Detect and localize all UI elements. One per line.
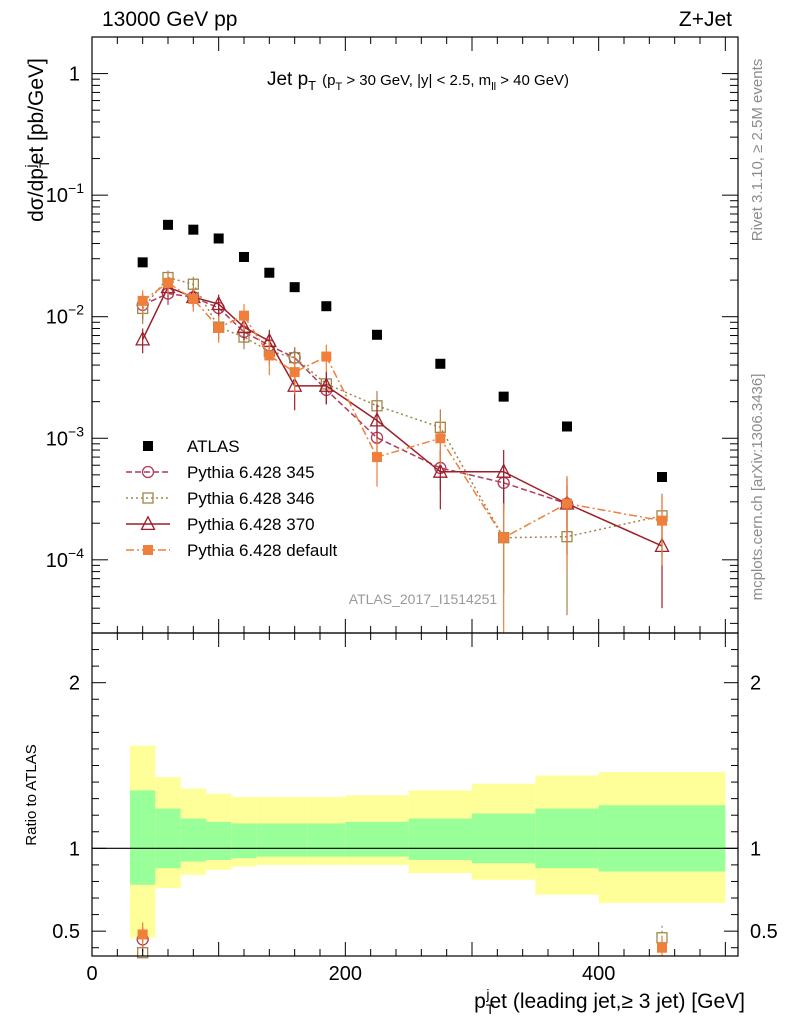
main-panel: [135, 219, 670, 633]
ratio-axis-label: Ratio to ATLAS: [23, 744, 40, 845]
legend-entry: Pythia 6.428 370: [126, 515, 315, 534]
plot-title: Jet pT (pT > 30 GeV, |y| < 2.5, mll > 40 …: [267, 69, 569, 93]
legend: ATLAS Pythia 6.428 345 Pythia 6.428 346 Pyt…: [126, 437, 338, 560]
data-point: [289, 282, 300, 293]
data-point: [213, 322, 224, 333]
ratio-tick-label-right: 2: [750, 673, 761, 695]
x-tick-label: 200: [329, 963, 362, 985]
ratio-panel: [92, 745, 738, 959]
data-point: [211, 295, 227, 311]
data-point: [657, 515, 667, 526]
data-point: [432, 463, 448, 478]
x-axis-label: pTjet (leading jet,≥ 3 jet) [GeV]: [474, 986, 745, 1017]
data-point: [264, 350, 275, 361]
legend-marker: [143, 545, 153, 555]
data-point: [657, 472, 667, 483]
header-process-label: Z+Jet: [679, 8, 732, 31]
legend-entry: Pythia 6.428 default: [126, 541, 338, 560]
y-tick-label: 10−4: [46, 545, 84, 572]
ratio-band-1sigma: [598, 805, 726, 872]
ratio-tick-label-right: 0.5: [750, 921, 778, 943]
ratio-band-1sigma: [206, 821, 232, 860]
data-point: [239, 251, 249, 262]
axes: 0 200 400 1 10−1 10−2 10−3 10−4 0.5 0.5 1 1 2 2: [46, 36, 778, 985]
legend-entry: Pythia 6.428 345: [126, 463, 315, 482]
legend-marker: [143, 441, 153, 451]
data-point: [137, 257, 148, 268]
ratio-tick-label-right: 1: [750, 838, 761, 860]
ratio-point: [137, 929, 148, 940]
y-axis-label: dσ/dpTjet [pb/GeV]: [22, 58, 52, 222]
y-tick-label: 1: [69, 64, 80, 86]
ratio-band-1sigma: [408, 818, 472, 860]
y-tick-label: 10−2: [46, 302, 84, 329]
data-point: [213, 233, 224, 244]
legend-label: Pythia 6.428 default: [187, 541, 338, 560]
x-tick-label: 400: [582, 963, 615, 985]
legend-entry: ATLAS: [143, 437, 240, 456]
data-point: [562, 498, 572, 509]
data-point: [372, 329, 382, 340]
data-point: [239, 310, 249, 321]
ratio-band-1sigma: [180, 818, 206, 862]
mcplots-label: mcplots.cern.ch [arXiv:1306.3436]: [749, 374, 766, 601]
legend-marker: [140, 515, 156, 531]
legend-label: Pythia 6.428 345: [187, 463, 315, 482]
legend-label: Pythia 6.428 370: [187, 515, 315, 534]
ratio-tick-label: 0.5: [52, 921, 80, 943]
data-point: [188, 224, 199, 235]
legend-entry: Pythia 6.428 346: [126, 489, 315, 508]
ratio-point: [657, 942, 667, 953]
ratio-tick-label: 2: [69, 673, 80, 695]
legend-label: ATLAS: [187, 437, 240, 456]
ratio-point: [137, 947, 149, 959]
header-collision-label: 13000 GeV pp: [102, 8, 237, 31]
series-4: [137, 272, 667, 633]
data-point: [496, 463, 512, 478]
data-point: [435, 433, 446, 444]
data-point: [236, 318, 252, 334]
data-point: [372, 452, 382, 463]
ratio-band-1sigma: [282, 823, 308, 857]
data-point: [264, 267, 275, 278]
data-point: [163, 277, 173, 288]
data-point: [369, 411, 385, 427]
legend-marker: [141, 465, 155, 479]
ratio-band-1sigma: [231, 823, 257, 859]
x-tick-label: 0: [86, 963, 97, 985]
data-point: [321, 301, 332, 312]
data-point: [163, 219, 173, 230]
y-tick-label: 10−3: [46, 423, 84, 450]
ratio-band-1sigma: [345, 821, 409, 857]
ratio-tick-label: 1: [69, 838, 80, 860]
data-point: [137, 295, 148, 306]
data-point: [289, 367, 300, 378]
data-point: [318, 377, 334, 392]
ratio-band-1sigma: [535, 808, 599, 869]
ratio-band-1sigma: [130, 790, 156, 885]
legend-marker: [142, 492, 154, 504]
ratio-band-1sigma: [472, 813, 536, 864]
ratio-band-1sigma: [155, 808, 181, 869]
series-0: [137, 219, 667, 483]
ratio-band-1sigma: [256, 823, 282, 857]
y-tick-label: 10−1: [46, 180, 84, 207]
data-point: [321, 351, 332, 362]
data-point: [435, 358, 446, 369]
data-point: [188, 293, 199, 304]
data-point: [562, 421, 572, 432]
legend-label: Pythia 6.428 346: [187, 489, 315, 508]
rivet-version-label: Rivet 3.1.10, ≥ 2.5M events: [749, 59, 766, 242]
data-point: [498, 391, 509, 402]
analysis-id: ATLAS_2017_I1514251: [349, 591, 498, 607]
data-point: [498, 532, 509, 543]
ratio-band-1sigma: [307, 823, 346, 857]
ratio-frame: [91, 632, 739, 957]
data-point: [135, 330, 151, 346]
